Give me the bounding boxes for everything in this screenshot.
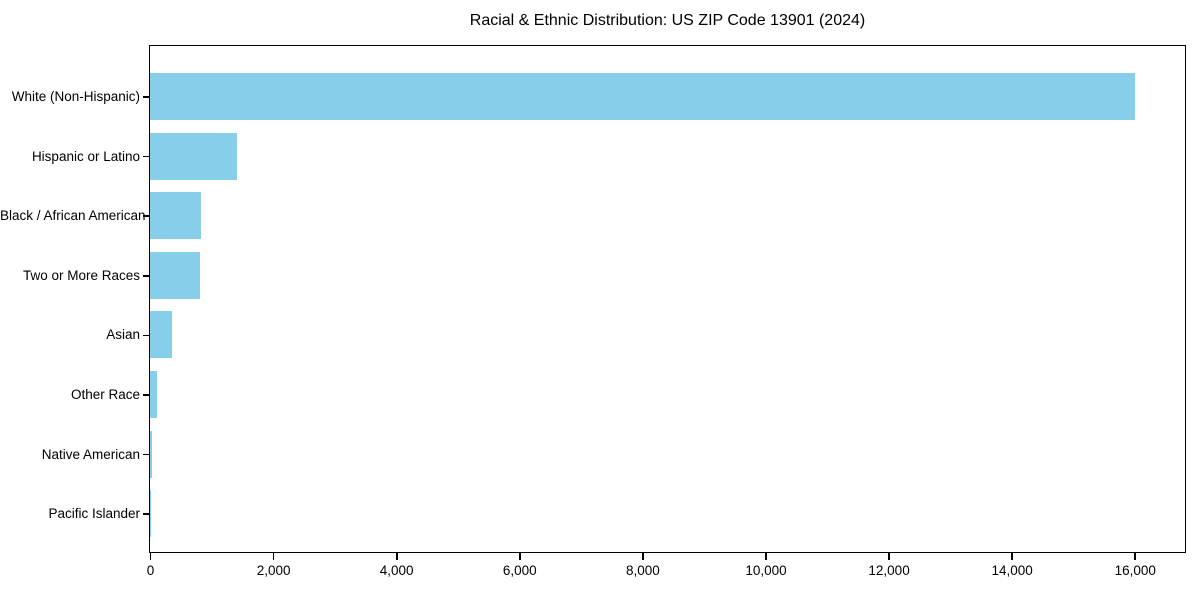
x-tick-mark xyxy=(518,553,521,560)
x-tick-mark xyxy=(149,553,152,560)
chart-title: Racial & Ethnic Distribution: US ZIP Cod… xyxy=(469,12,866,29)
x-tick-label: 12,000 xyxy=(868,563,910,578)
x-tick-mark xyxy=(1134,553,1137,560)
y-tick-mark xyxy=(142,274,149,277)
bar-0 xyxy=(150,73,1135,120)
x-tick-label: 0 xyxy=(146,563,155,578)
x-tick-label: 10,000 xyxy=(745,563,787,578)
x-tick-label: 4,000 xyxy=(379,563,414,578)
x-tick-label: 2,000 xyxy=(256,563,291,578)
y-axis-label: Native American xyxy=(41,446,140,462)
x-tick-mark xyxy=(395,553,398,560)
x-tick-mark xyxy=(765,553,767,560)
y-axis-label: Two or More Races xyxy=(22,267,140,283)
y-tick-mark xyxy=(142,334,149,337)
x-tick-label: 14,000 xyxy=(991,563,1033,578)
bar-4 xyxy=(150,311,173,359)
y-axis-label: White (Non-Hispanic) xyxy=(11,89,140,104)
y-axis-label: Pacific Islander xyxy=(48,506,140,522)
y-tick-mark xyxy=(142,215,149,218)
y-tick-mark xyxy=(142,96,149,98)
x-tick-mark xyxy=(888,553,890,560)
bar-5 xyxy=(150,371,158,418)
x-tick-label: 6,000 xyxy=(502,563,537,578)
x-tick-mark xyxy=(1011,553,1014,560)
x-tick-mark xyxy=(641,553,644,560)
y-axis-label: Asian xyxy=(106,327,140,343)
plot-area xyxy=(149,45,1186,553)
y-axis-label: Other Race xyxy=(70,387,140,402)
y-tick-mark xyxy=(142,155,149,158)
bar-1 xyxy=(150,132,237,180)
y-tick-mark xyxy=(142,513,149,516)
bar-3 xyxy=(150,251,200,299)
y-axis-label: Hispanic or Latino xyxy=(31,148,140,164)
x-tick-mark xyxy=(272,553,275,560)
y-axis-label: Black / African American xyxy=(0,208,146,224)
bar-6 xyxy=(150,430,152,478)
x-tick-label: 8,000 xyxy=(625,563,660,578)
y-tick-mark xyxy=(142,453,149,456)
x-tick-label: 16,000 xyxy=(1114,563,1156,578)
bar-2 xyxy=(150,192,202,240)
y-tick-mark xyxy=(142,394,149,396)
